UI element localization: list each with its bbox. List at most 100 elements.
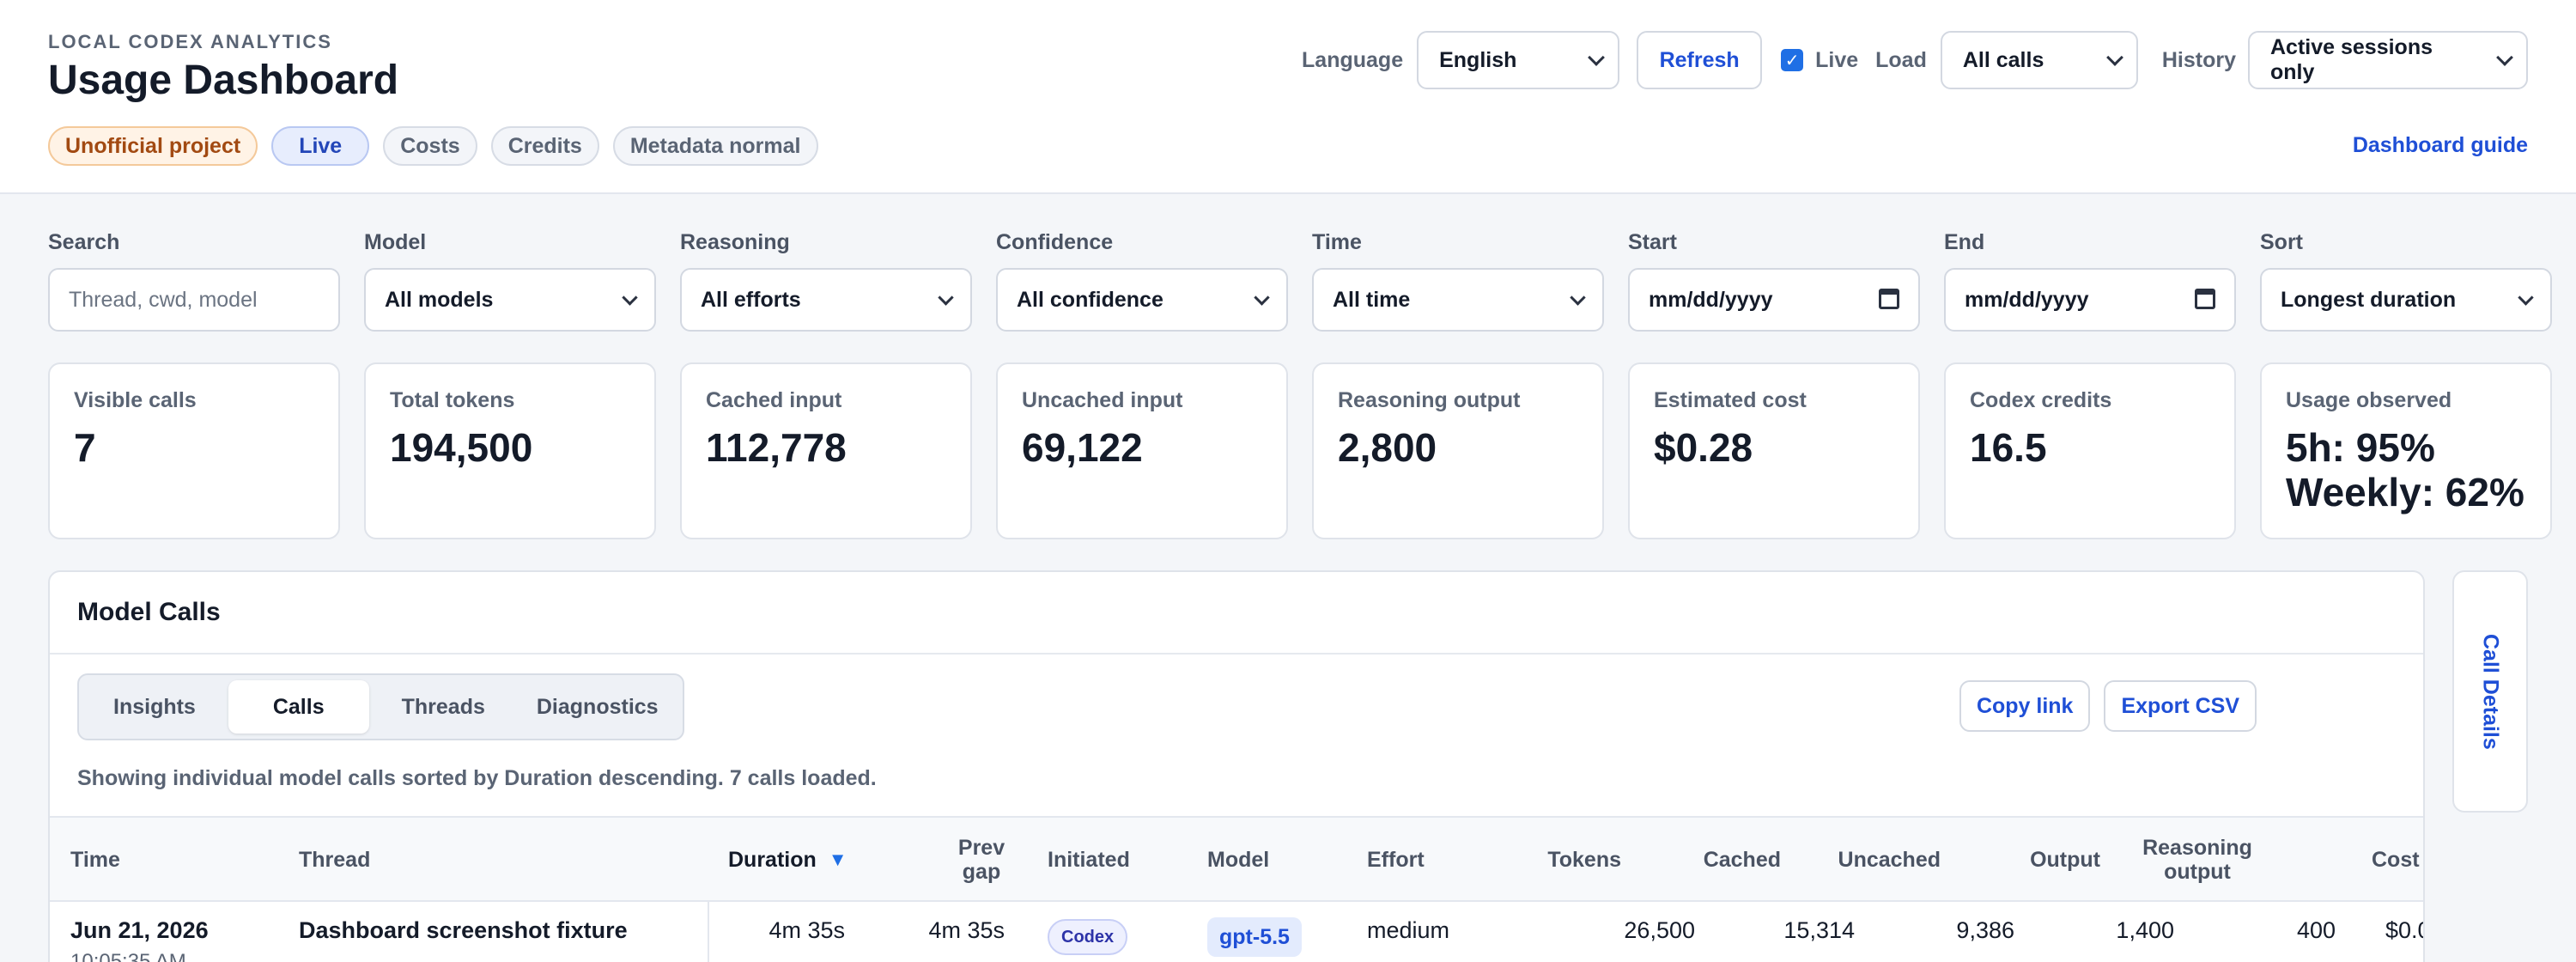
header-thread[interactable]: Thread: [299, 848, 371, 872]
header-reasoning-output[interactable]: Reasoning output: [2133, 818, 2262, 902]
chip-live[interactable]: Live: [271, 126, 370, 166]
chevron-down-icon: [1254, 289, 1270, 306]
confidence-select[interactable]: All confidence: [996, 268, 1288, 332]
header-output[interactable]: Output: [2030, 848, 2100, 872]
chip-costs[interactable]: Costs: [383, 126, 477, 166]
stat-label: Cached input: [706, 388, 842, 412]
filter-search: Search Thread, cwd, model: [48, 230, 340, 332]
filter-end: End mm/dd/yyyy: [1944, 230, 2236, 332]
copy-link-button[interactable]: Copy link: [1959, 680, 2091, 732]
calendar-icon[interactable]: [2195, 289, 2215, 309]
eyebrow: LOCAL CODEX ANALYTICS: [48, 31, 332, 52]
chevron-down-icon: [2105, 49, 2123, 66]
stat-total-tokens: Total tokens 194,500: [364, 362, 656, 539]
panel-title: Model Calls: [77, 598, 221, 626]
header-initiated[interactable]: Initiated: [1048, 848, 1130, 872]
chip-unofficial-project: Unofficial project: [48, 126, 258, 166]
live-label: Live: [1815, 47, 1859, 72]
history-select[interactable]: Active sessions only: [2248, 31, 2528, 89]
model-select-value: All models: [385, 287, 494, 312]
filter-time: Time All time: [1312, 230, 1604, 332]
row-duration: 4m 35s: [769, 917, 845, 943]
model-select[interactable]: All models: [364, 268, 656, 332]
header-duration[interactable]: Duration ▼: [728, 818, 848, 902]
chip-credits[interactable]: Credits: [490, 126, 599, 166]
history-select-value: Active sessions only: [2270, 35, 2433, 84]
stat-value-weekly: Weekly: 62%: [2286, 470, 2524, 514]
filter-start: Start mm/dd/yyyy: [1628, 230, 1920, 332]
call-details-drawer-tab[interactable]: Call Details: [2452, 570, 2528, 813]
row-output: 1,400: [2116, 917, 2174, 943]
row-thread[interactable]: Dashboard screenshot fixture: [299, 917, 628, 943]
stat-label: Visible calls: [74, 388, 197, 412]
divider: [50, 653, 2423, 655]
dashboard-guide-link[interactable]: Dashboard guide: [2352, 133, 2528, 157]
row-reasoning-output: 400: [2296, 917, 2336, 943]
stat-value: 2,800: [1338, 425, 1437, 470]
tab-threads[interactable]: Threads: [401, 694, 485, 719]
panel-actions: Copy link Export CSV: [1959, 680, 2257, 732]
sort-desc-icon: ▼: [828, 849, 848, 870]
end-date-input[interactable]: mm/dd/yyyy: [1944, 268, 2236, 332]
row-cached: 15,314: [1783, 917, 1855, 943]
header-tokens[interactable]: Tokens: [1547, 848, 1621, 872]
tab-diagnostics[interactable]: Diagnostics: [536, 694, 659, 719]
refresh-button[interactable]: Refresh: [1637, 31, 1763, 89]
chip-metadata[interactable]: Metadata normal: [612, 126, 818, 166]
header-cost[interactable]: Cost: [2372, 848, 2420, 872]
filter-label: Time: [1312, 230, 1362, 254]
check-icon: ✓: [1784, 51, 1800, 70]
header-uncached[interactable]: Uncached: [1838, 848, 1941, 872]
stat-value: 5h: 95%: [2286, 425, 2435, 470]
time-select[interactable]: All time: [1312, 268, 1604, 332]
header-duration-label: Duration: [728, 848, 817, 872]
stat-uncached-input: Uncached input 69,122: [996, 362, 1288, 539]
model-badge: gpt-5.5: [1207, 917, 1302, 957]
filter-label: Model: [364, 230, 427, 254]
results-summary: Showing individual model calls sorted by…: [77, 766, 877, 790]
tab-calls[interactable]: Calls: [228, 680, 369, 734]
export-csv-button[interactable]: Export CSV: [2104, 680, 2257, 732]
header-controls: Language English Refresh ✓ Live Load All…: [1302, 31, 2528, 89]
header-prev-gap-line2: gap: [962, 860, 1001, 884]
search-placeholder: Thread, cwd, model: [69, 287, 258, 312]
filter-reasoning: Reasoning All efforts: [680, 230, 972, 332]
header-cached[interactable]: Cached: [1703, 848, 1781, 872]
filter-bar: Search Thread, cwd, model Model All mode…: [48, 230, 2552, 332]
end-date-value: mm/dd/yyyy: [1965, 287, 2089, 312]
load-select[interactable]: All calls: [1940, 31, 2138, 89]
status-chips: Unofficial project Live Costs Credits Me…: [48, 126, 818, 166]
load-select-value: All calls: [1962, 47, 2044, 72]
stat-label: Usage observed: [2286, 388, 2452, 412]
header-reasoning-line1: Reasoning: [2142, 836, 2252, 860]
reasoning-select[interactable]: All efforts: [680, 268, 972, 332]
sort-select[interactable]: Longest duration: [2260, 268, 2552, 332]
stat-label: Total tokens: [390, 388, 515, 412]
header-model[interactable]: Model: [1207, 848, 1270, 872]
sort-select-value: Longest duration: [2281, 287, 2457, 312]
tab-insights[interactable]: Insights: [113, 694, 196, 719]
header-time[interactable]: Time: [70, 848, 120, 872]
start-date-input[interactable]: mm/dd/yyyy: [1628, 268, 1920, 332]
row-time: 10:05:35 AM: [70, 950, 186, 962]
stat-value: 7: [74, 425, 96, 470]
header-prev-gap[interactable]: Prev gap: [934, 818, 1029, 902]
language-select[interactable]: English: [1417, 31, 1620, 89]
row-date: Jun 21, 2026: [70, 917, 209, 943]
calendar-icon[interactable]: [1879, 289, 1899, 309]
stat-value: $0.28: [1654, 425, 1753, 470]
filter-label: Search: [48, 230, 120, 254]
stat-value: 16.5: [1970, 425, 2047, 470]
header-effort[interactable]: Effort: [1367, 848, 1425, 872]
page-title: Usage Dashboard: [48, 58, 399, 103]
chevron-down-icon: [938, 289, 954, 306]
chevron-down-icon: [1570, 289, 1586, 306]
live-checkbox[interactable]: ✓: [1781, 49, 1804, 71]
search-input[interactable]: Thread, cwd, model: [48, 268, 340, 332]
filter-sort: Sort Longest duration: [2260, 230, 2552, 332]
row-effort: medium: [1367, 917, 1450, 943]
table-header: Time Thread Duration ▼ Prev gap Initiate…: [50, 816, 2423, 902]
table-row[interactable]: Jun 21, 2026 10:05:35 AM Dashboard scree…: [50, 902, 2423, 962]
stat-value: 69,122: [1022, 425, 1143, 470]
stat-codex-credits: Codex credits 16.5: [1944, 362, 2236, 539]
